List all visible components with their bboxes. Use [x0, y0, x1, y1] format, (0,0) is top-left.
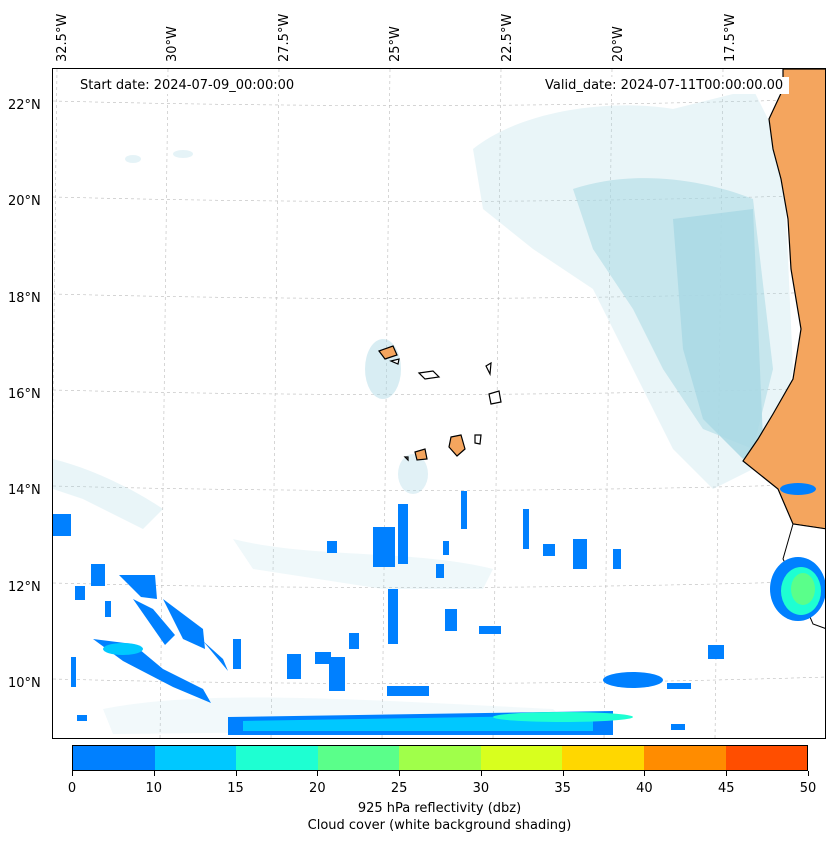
- cape-verde-islands: [378, 345, 502, 462]
- start-date-label: Start date: 2024-07-09_00:00:00: [74, 77, 301, 94]
- latitude-label: 10°N: [8, 676, 41, 691]
- latitude-label: 16°N: [8, 387, 41, 402]
- latitude-label: 20°N: [8, 194, 41, 209]
- longitude-label: 20°W: [611, 26, 626, 62]
- colorbar-segment: [562, 746, 644, 770]
- colorbar-tick-label: 0: [67, 781, 77, 796]
- latitude-label: 12°N: [8, 580, 41, 595]
- colorbar-segment: [73, 746, 155, 770]
- meridian-line: [714, 69, 724, 738]
- colorbar-segment: [154, 746, 237, 770]
- colorbar-segment: [399, 746, 481, 770]
- colorbar-tick: [235, 771, 237, 776]
- colorbar-segment: [317, 746, 400, 770]
- colorbar-tick: [480, 771, 482, 776]
- colorbar-tick: [562, 771, 564, 776]
- valid-date-label: Valid_date: 2024-07-11T00:00:00.00: [539, 77, 790, 94]
- colorbar-segment: [643, 746, 726, 770]
- colorbar-tick-label: 20: [309, 781, 326, 796]
- meridian-line: [603, 69, 613, 738]
- colorbar-tick-label: 40: [636, 781, 653, 796]
- latitude-label: 14°N: [8, 483, 41, 498]
- colorbar-tick-label: 45: [717, 781, 735, 796]
- longitude-label: 22.5°W: [500, 13, 515, 62]
- longitude-label: 30°W: [165, 26, 180, 62]
- parallel-line: [53, 483, 825, 491]
- parallel-line: [53, 580, 825, 588]
- colorbar-tick: [72, 771, 73, 776]
- parallel-line: [53, 194, 825, 202]
- colorbar-sublabel: Cloud cover (white background shading): [307, 818, 572, 833]
- colorbar-segment: [725, 746, 808, 770]
- colorbar-tick: [726, 771, 728, 776]
- reflectivity-moderate: [103, 567, 821, 731]
- colorbar-segment: [236, 746, 318, 770]
- colorbar-tick-label: 25: [390, 781, 408, 796]
- reflectivity-colorbar: [72, 745, 808, 771]
- parallel-line: [53, 291, 825, 299]
- meridian-line: [270, 69, 280, 738]
- longitude-label: 27.5°W: [277, 13, 292, 62]
- longitude-label: 32.5°W: [55, 13, 70, 62]
- colorbar-tick-label: 30: [472, 781, 490, 796]
- colorbar-tick-label: 10: [145, 781, 163, 796]
- latitude-label: 22°N: [8, 98, 41, 113]
- meridian-line: [53, 69, 58, 430]
- longitude-label: 17.5°W: [723, 13, 738, 62]
- map-canvas: [53, 69, 825, 738]
- colorbar-tick: [317, 771, 319, 776]
- cloud-cover-shading: [53, 89, 793, 734]
- colorbar-tick: [808, 771, 809, 776]
- reflectivity-contours: [53, 483, 825, 735]
- longitude-label: 25°W: [388, 26, 403, 62]
- colorbar-tick-label: 15: [227, 781, 244, 796]
- meridian-line: [381, 69, 391, 738]
- parallel-line: [53, 387, 825, 395]
- colorbar-tick: [153, 771, 155, 776]
- colorbar-tick: [399, 771, 401, 776]
- colorbar-label: 925 hPa reflectivity (dbz): [357, 801, 522, 816]
- colorbar-tick-label: 50: [799, 781, 817, 796]
- colorbar-tick-label: 35: [554, 781, 571, 796]
- parallel-line: [53, 98, 825, 106]
- map-panel: Start date: 2024-07-09_00:00:00 Valid_da…: [52, 68, 826, 739]
- colorbar-segment: [480, 746, 563, 770]
- latitude-label: 18°N: [8, 291, 41, 306]
- colorbar-tick: [644, 771, 646, 776]
